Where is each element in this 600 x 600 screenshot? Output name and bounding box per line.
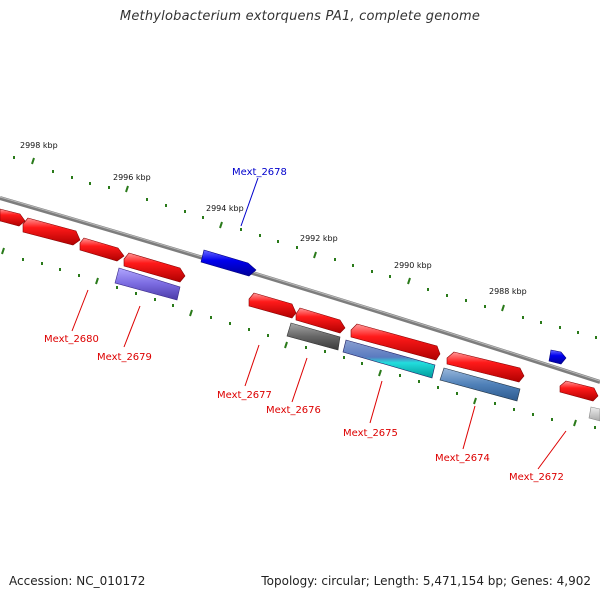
gene-arrow-mext-2678[interactable] <box>200 249 257 277</box>
scale-label: 2992 kbp <box>300 234 338 243</box>
gene-label-mext-2679[interactable]: Mext_2679 <box>97 352 152 363</box>
gene-bar-mext-2674[interactable] <box>439 367 521 402</box>
gene-bar-mext-2675[interactable] <box>342 339 436 379</box>
gene-arrow[interactable] <box>79 237 125 262</box>
genome-backbone-highlight <box>0 196 600 382</box>
gene-label-mext-2672[interactable]: Mext_2672 <box>509 472 564 483</box>
gene-arrow[interactable] <box>22 217 81 246</box>
scale-label: 2994 kbp <box>206 204 244 213</box>
gene-label-mext-2680[interactable]: Mext_2680 <box>44 334 99 345</box>
gene-arrow-small-blue[interactable] <box>548 349 567 365</box>
major-ticks <box>31 157 505 312</box>
gene-arrow[interactable] <box>248 292 297 319</box>
accession-label: Accession: NC_010172 <box>9 574 146 588</box>
gene-arrow[interactable] <box>123 252 186 283</box>
gene-label-mext-2678[interactable]: Mext_2678 <box>232 167 287 178</box>
minor-ticks-upper <box>13 156 597 339</box>
gene-labels: Mext_2678 Mext_2680 Mext_2679 Mext_2677 … <box>44 167 564 483</box>
gene-bar-mext-2676[interactable] <box>286 322 341 351</box>
gene-arrow[interactable] <box>446 351 525 383</box>
scale-labels: 2998 kbp 2996 kbp 2994 kbp 2992 kbp 2990… <box>20 141 527 296</box>
scale-label: 2988 kbp <box>489 287 527 296</box>
gene-arrow[interactable] <box>295 307 346 334</box>
major-ticks-lower <box>1 247 577 427</box>
genome-backbone <box>0 196 600 384</box>
genome-title: Methylobacterium extorquens PA1, complet… <box>119 9 481 24</box>
scale-label: 2998 kbp <box>20 141 58 150</box>
gene-label-mext-2676[interactable]: Mext_2676 <box>266 405 321 416</box>
label-connectors <box>71 177 567 470</box>
scale-label: 2990 kbp <box>394 261 432 270</box>
gene-arrow[interactable] <box>0 208 26 227</box>
gene-label-mext-2675[interactable]: Mext_2675 <box>343 428 398 439</box>
genome-summary: Topology: circular; Length: 5,471,154 bp… <box>261 574 591 588</box>
gene-bar-light[interactable] <box>588 406 600 422</box>
minor-ticks-lower <box>22 258 596 429</box>
gene-label-mext-2677[interactable]: Mext_2677 <box>217 390 272 401</box>
forward-genes <box>0 208 599 402</box>
gene-arrow[interactable] <box>559 380 599 402</box>
scale-label: 2996 kbp <box>113 173 151 182</box>
gene-label-mext-2674[interactable]: Mext_2674 <box>435 453 490 464</box>
gene-bar-mext-2679[interactable] <box>114 267 181 301</box>
gene-arrow[interactable] <box>350 323 441 361</box>
reverse-genes <box>114 267 600 422</box>
